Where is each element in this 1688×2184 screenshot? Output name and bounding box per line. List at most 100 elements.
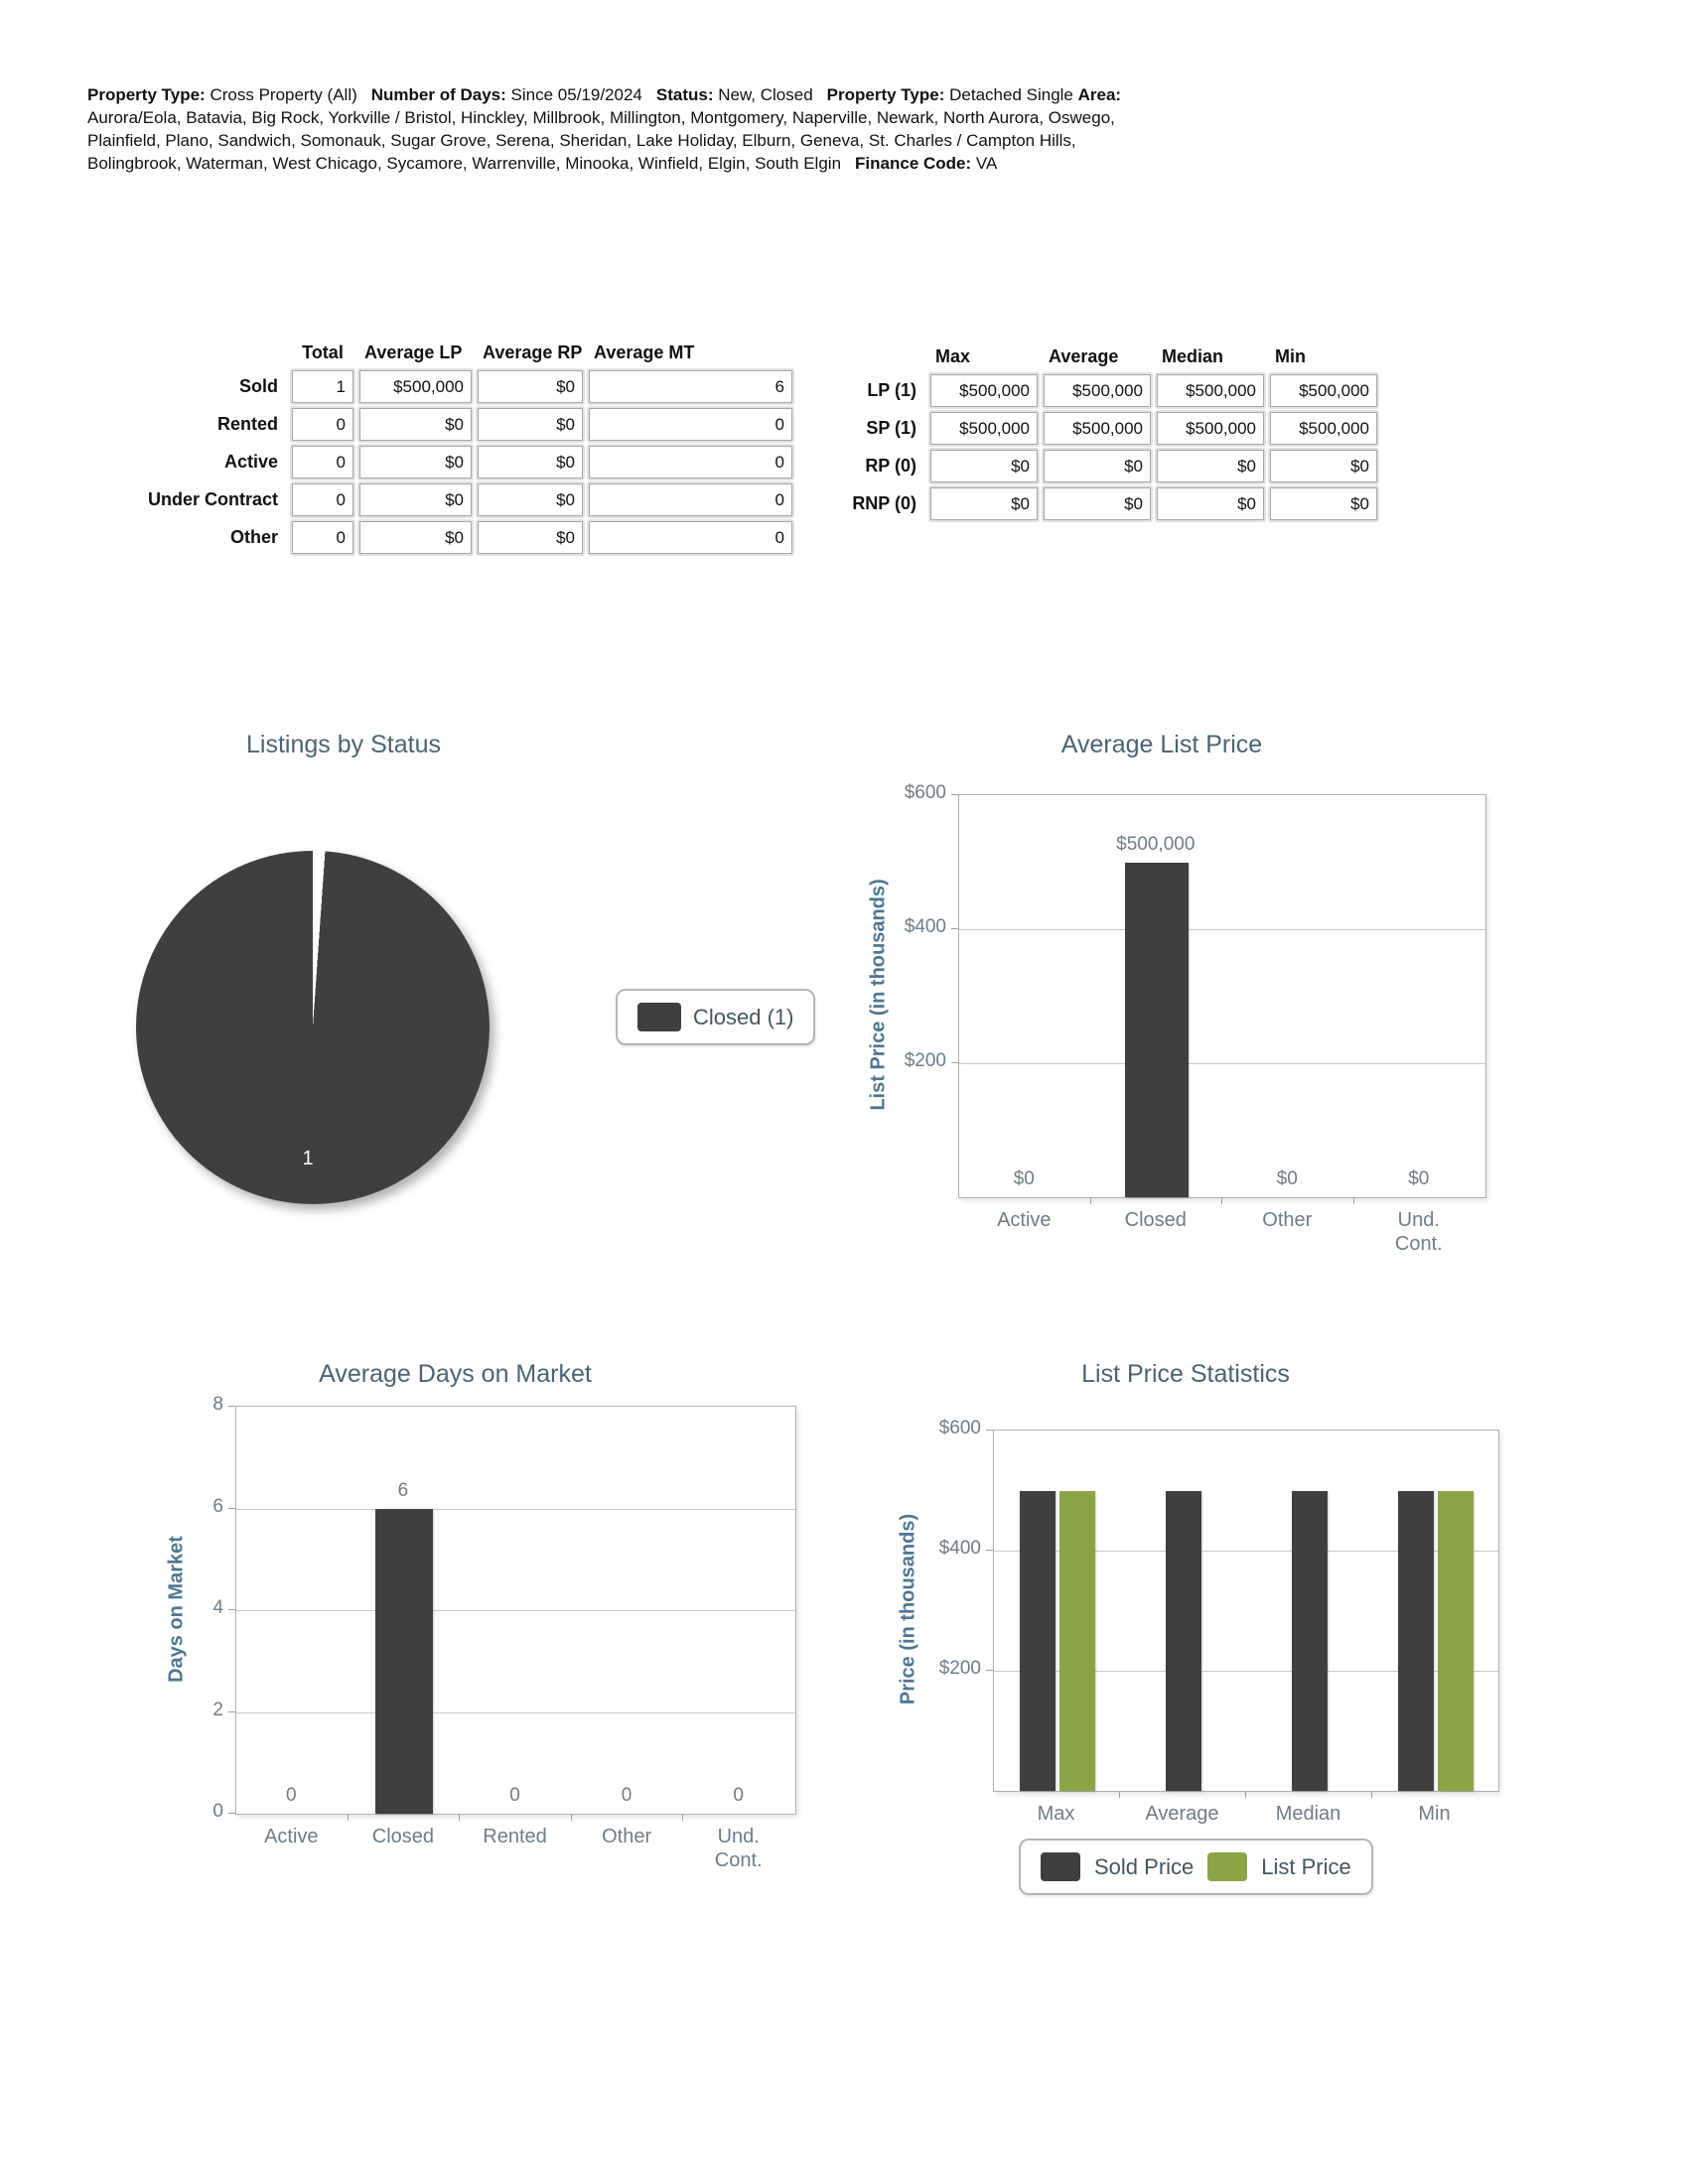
legend-label: List Price: [1261, 1853, 1351, 1879]
x-axis-tick: [459, 1814, 461, 1821]
table-cell: 1: [292, 370, 353, 403]
x-axis-tick: [347, 1814, 349, 1821]
row-label: Rented: [216, 414, 278, 434]
table-cell: $500,000: [1270, 412, 1377, 445]
avg-list-price-y-axis-label: List Price (in thousands): [867, 879, 890, 1111]
table-cell: $0: [359, 408, 472, 441]
bar-list-price: [1058, 1490, 1095, 1791]
x-category-label: Closed: [371, 1826, 435, 1847]
sold-price-legend-swatch: [1041, 1852, 1080, 1881]
table-cell: 0: [292, 483, 353, 516]
criteria-label: Number of Days:: [370, 85, 506, 104]
bar-list-price: [1437, 1490, 1474, 1791]
stats-legend: Sold Price List Price: [1019, 1839, 1373, 1895]
bar-value-label: 6: [397, 1479, 409, 1501]
table-cell: 0: [292, 408, 353, 441]
bar-value-label: 0: [733, 1785, 744, 1806]
price-summary-table: Max Average Median Min LP (1) $500,000 $…: [839, 347, 1377, 520]
gridline: [994, 1671, 1498, 1672]
criteria-value: Cross Property (All): [210, 85, 357, 104]
x-axis-tick: [570, 1814, 572, 1821]
criteria-value: Aurora/Eola, Batavia, Big Rock, Yorkvill…: [87, 108, 1115, 173]
bar-sold-price: [1165, 1490, 1201, 1791]
x-axis-tick: [682, 1814, 684, 1821]
criteria-value: Since 05/19/2024: [510, 85, 642, 104]
corner-cell: [839, 366, 924, 369]
table-cell: 0: [292, 521, 353, 554]
avg-list-price-plot: [958, 794, 1486, 1198]
x-axis-tick: [1352, 1197, 1354, 1204]
list-price-legend-swatch: [1207, 1852, 1248, 1881]
x-category-label: Active: [997, 1209, 1052, 1231]
table-cell: 0: [589, 483, 792, 516]
table-cell: 0: [589, 408, 792, 441]
y-axis-tick: [228, 1710, 235, 1712]
bar-value-label: $0: [1013, 1168, 1035, 1189]
row-label: Active: [223, 452, 278, 472]
table-cell: 6: [589, 370, 792, 403]
table-cell: $500,000: [1044, 412, 1151, 445]
table-cell: $0: [359, 446, 472, 478]
x-category-label: Closed: [1124, 1209, 1187, 1231]
gridline: [236, 1610, 795, 1611]
x-category-label: Max: [1037, 1803, 1075, 1825]
bar-sold-price: [1291, 1490, 1328, 1791]
row-label: RP (0): [865, 456, 916, 476]
pie-slice-label: 1: [302, 1148, 314, 1169]
avg-list-price-title: Average List Price: [1060, 731, 1263, 758]
bar-value-label: $500,000: [1116, 833, 1196, 855]
x-axis-tick: [1245, 1791, 1246, 1798]
column-header: Average MT: [594, 342, 695, 362]
row-label: Sold: [239, 376, 278, 396]
table-cell: 0: [292, 446, 353, 478]
x-category-label: Min: [1418, 1803, 1451, 1825]
pie-chart-title: Listings by Status: [246, 731, 441, 758]
table-cell: $0: [478, 483, 583, 516]
gridline: [959, 929, 1485, 930]
legend-label: Sold Price: [1094, 1853, 1195, 1879]
status-summary-table: Total Average LP Average RP Average MT S…: [65, 343, 792, 554]
list-price-stats-plot: [993, 1430, 1499, 1792]
table-cell: $0: [1270, 487, 1377, 520]
x-category-label: Und. Cont.: [714, 1826, 763, 1871]
report-criteria: Property Type: Cross Property (All) Numbe…: [87, 83, 1155, 175]
avg-days-title: Average Days on Market: [319, 1360, 592, 1388]
list-price-stats-title: List Price Statistics: [1081, 1360, 1290, 1388]
row-label: Other: [229, 527, 278, 547]
table-cell: $500,000: [1157, 412, 1264, 445]
row-label: LP (1): [867, 380, 916, 400]
y-axis-tick: [951, 794, 958, 795]
x-category-label: Other: [602, 1826, 652, 1847]
table-cell: $500,000: [930, 412, 1038, 445]
criteria-value: New, Closed: [718, 85, 813, 104]
criteria-label: Area:: [1077, 85, 1122, 104]
bar-value-label: 0: [509, 1785, 520, 1806]
column-header: Total: [302, 342, 344, 362]
gridline: [994, 1551, 1498, 1552]
table-cell: $0: [478, 446, 583, 478]
column-header: Average: [1049, 346, 1119, 366]
x-axis-tick: [1371, 1791, 1372, 1798]
column-header: Min: [1275, 346, 1306, 366]
y-axis-tick: [986, 1430, 993, 1431]
column-header: Median: [1162, 346, 1224, 366]
table-cell: $500,000: [1157, 374, 1264, 407]
y-axis-tick: [228, 1507, 235, 1509]
gridline: [959, 1063, 1485, 1064]
y-tick-label: $600: [938, 1418, 981, 1438]
y-axis-tick: [986, 1550, 993, 1551]
table-cell: $0: [1044, 487, 1151, 520]
x-axis-tick: [1119, 1791, 1120, 1798]
bar-sold-price: [1019, 1490, 1055, 1791]
criteria-value: Detached Single: [949, 85, 1073, 104]
gridline: [236, 1711, 795, 1713]
y-tick-label: 8: [212, 1394, 223, 1415]
criteria-label: Finance Code:: [855, 154, 972, 173]
table-cell: $0: [1044, 450, 1151, 482]
table-cell: $0: [478, 521, 583, 554]
y-tick-label: 0: [212, 1801, 223, 1822]
y-tick-label: $200: [938, 1658, 981, 1679]
table-cell: $500,000: [930, 374, 1038, 407]
bar-sold-price: [1397, 1490, 1434, 1791]
